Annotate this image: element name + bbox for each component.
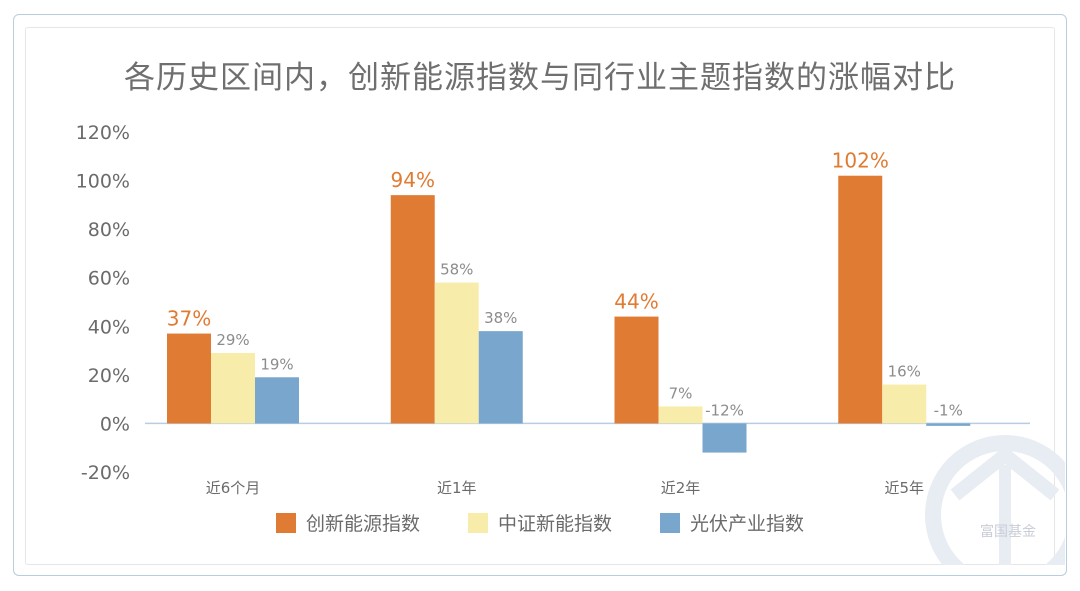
bar [434, 282, 479, 424]
legend-label: 中证新能指数 [497, 513, 612, 535]
data-label: 19% [260, 355, 293, 373]
bar [702, 423, 747, 453]
data-label: 38% [484, 309, 517, 327]
bar [255, 377, 299, 424]
watermark-logo [915, 425, 1065, 565]
legend-item-csi-new-energy: 中证新能指数 [467, 509, 612, 536]
data-label: 58% [440, 261, 473, 279]
data-label: -1% [934, 401, 963, 419]
data-label: 7% [669, 384, 693, 402]
data-label: 16% [888, 363, 921, 381]
chart-panel [25, 27, 1055, 565]
data-label: 29% [216, 331, 249, 349]
bar [478, 331, 523, 424]
legend-swatch [660, 512, 680, 533]
bar [926, 423, 971, 426]
legend-swatch [467, 512, 488, 533]
bar [614, 316, 659, 424]
legend: 创新能源指数 中证新能指数 光伏产业指数 [0, 509, 1080, 536]
data-label: 102% [832, 149, 889, 173]
y-tick-label: 20% [88, 365, 130, 387]
y-tick-label: -20% [81, 462, 130, 484]
y-tick-label: 0% [100, 413, 130, 435]
bar [211, 353, 255, 424]
x-category-label: 近1年 [437, 479, 477, 497]
outer-frame [13, 14, 1067, 576]
legend-label: 光伏产业指数 [690, 513, 805, 535]
x-category-label: 近6个月 [206, 479, 261, 497]
x-category-label: 近2年 [661, 479, 701, 497]
legend-swatch [275, 512, 296, 533]
y-tick-label: 100% [76, 171, 130, 193]
data-label: -12% [705, 401, 744, 419]
bar [390, 195, 435, 424]
x-category-label: 近5年 [884, 479, 924, 497]
data-label: 37% [167, 307, 211, 331]
legend-label: 创新能源指数 [305, 513, 420, 535]
bar [838, 175, 883, 424]
y-tick-label: 40% [88, 316, 130, 338]
legend-item-innovation-energy: 创新能源指数 [275, 509, 420, 536]
bar [882, 384, 927, 424]
chart-title: 各历史区间内，创新能源指数与同行业主题指数的涨幅对比 [124, 60, 956, 96]
y-tick-label: 80% [88, 219, 130, 241]
bar [658, 406, 703, 424]
bar [167, 333, 211, 424]
y-tick-label: 120% [76, 122, 130, 144]
y-tick-label: 60% [88, 268, 130, 290]
data-label: 94% [391, 168, 435, 192]
legend-item-photovoltaic: 光伏产业指数 [660, 509, 804, 536]
watermark-text: 富国基金 [980, 524, 1036, 540]
data-label: 44% [614, 290, 658, 314]
